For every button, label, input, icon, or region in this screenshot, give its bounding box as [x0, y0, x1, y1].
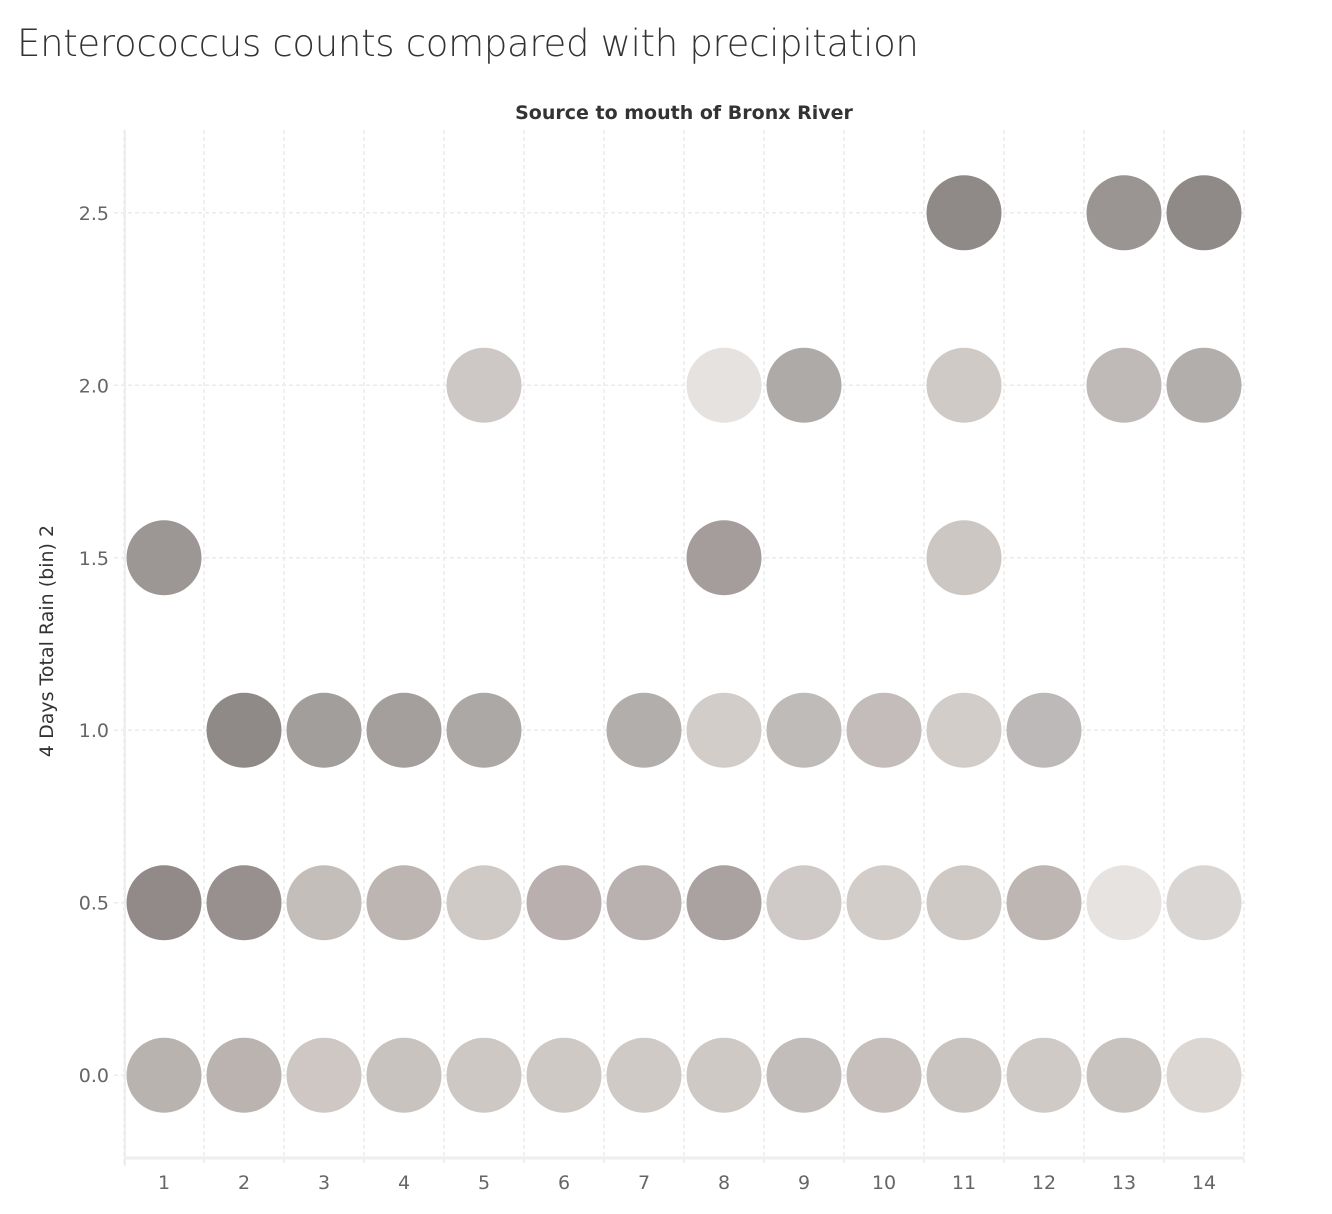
data-point: [1086, 175, 1162, 251]
data-point: [206, 1037, 282, 1113]
data-point: [846, 692, 922, 768]
x-tick-label: 14: [1192, 1172, 1216, 1194]
data-point: [846, 1037, 922, 1113]
data-point: [686, 1037, 762, 1113]
data-point: [926, 175, 1002, 251]
x-tick-label: 10: [872, 1172, 896, 1194]
data-point: [926, 1037, 1002, 1113]
data-point: [206, 865, 282, 941]
data-point: [1166, 1037, 1242, 1113]
data-point: [606, 865, 682, 941]
data-point: [686, 692, 762, 768]
chart-title: Enterococcus counts compared with precip…: [17, 22, 919, 65]
data-point: [526, 1037, 602, 1113]
data-point: [1086, 347, 1162, 423]
data-point: [686, 520, 762, 596]
x-tick-label: 3: [318, 1172, 330, 1194]
data-point: [1166, 347, 1242, 423]
data-point: [126, 1037, 202, 1113]
data-point: [1086, 1037, 1162, 1113]
data-point: [926, 520, 1002, 596]
x-tick-label: 12: [1032, 1172, 1056, 1194]
data-point: [686, 865, 762, 941]
data-point: [1166, 865, 1242, 941]
data-point: [1166, 175, 1242, 251]
x-tick-label: 1: [158, 1172, 170, 1194]
data-point: [126, 865, 202, 941]
data-point: [1006, 865, 1082, 941]
data-point: [286, 692, 362, 768]
data-point: [766, 347, 842, 423]
data-point: [366, 1037, 442, 1113]
data-point: [446, 1037, 522, 1113]
data-point: [606, 692, 682, 768]
data-point: [286, 865, 362, 941]
y-tick-label: 2.0: [79, 375, 109, 397]
x-tick-label: 5: [478, 1172, 490, 1194]
x-tick-label: 4: [398, 1172, 410, 1194]
x-tick-label: 2: [238, 1172, 250, 1194]
data-point: [446, 865, 522, 941]
data-point: [926, 865, 1002, 941]
data-point: [1006, 692, 1082, 768]
data-point: [606, 1037, 682, 1113]
data-point: [1006, 1037, 1082, 1113]
data-point: [926, 347, 1002, 423]
y-tick-label: 1.5: [79, 548, 109, 570]
y-tick-label: 0.5: [79, 893, 109, 915]
x-tick-label: 7: [638, 1172, 650, 1194]
data-point: [926, 692, 1002, 768]
data-point: [446, 692, 522, 768]
x-tick-label: 11: [952, 1172, 976, 1194]
data-point: [126, 520, 202, 596]
y-tick-label: 2.5: [79, 203, 109, 225]
data-point: [846, 865, 922, 941]
data-point: [766, 865, 842, 941]
data-point: [366, 865, 442, 941]
data-point: [1086, 865, 1162, 941]
data-point: [206, 692, 282, 768]
data-point: [766, 692, 842, 768]
data-point: [366, 692, 442, 768]
data-point: [686, 347, 762, 423]
data-point: [526, 865, 602, 941]
data-point: [446, 347, 522, 423]
chart-subtitle: Source to mouth of Bronx River: [515, 102, 853, 124]
data-point: [286, 1037, 362, 1113]
x-tick-label: 9: [798, 1172, 810, 1194]
x-tick-label: 6: [558, 1172, 570, 1194]
y-tick-label: 1.0: [79, 720, 109, 742]
x-tick-label: 8: [718, 1172, 730, 1194]
y-axis-label: 4 Days Total Rain (bin) 2: [36, 525, 58, 757]
x-tick-label: 13: [1112, 1172, 1136, 1194]
y-tick-label: 0.0: [79, 1065, 109, 1087]
data-point: [766, 1037, 842, 1113]
